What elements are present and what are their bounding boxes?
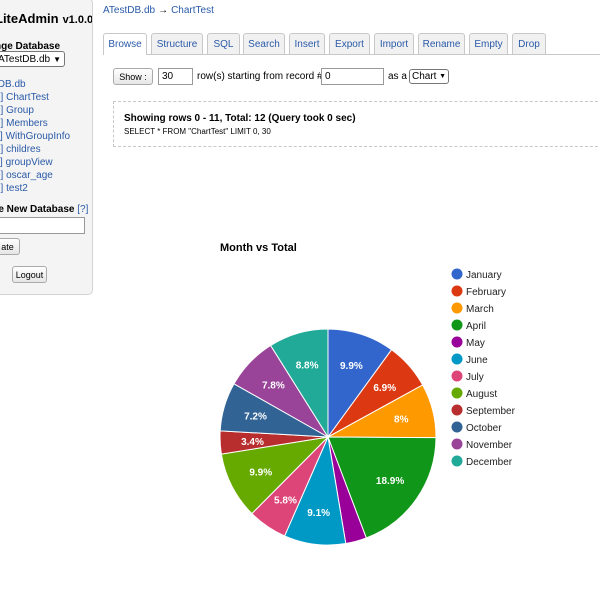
pie-label-june: 9.1% <box>307 508 330 519</box>
pie-chart: Month vs Total 9.9% 6.9% 8% 18.9% 9.1% 5.8% 9.… <box>219 242 516 546</box>
tab-sql[interactable]: SQL <box>207 33 240 54</box>
view-mode-value: Chart <box>412 71 437 82</box>
pie-label-november: 7.8% <box>262 381 285 392</box>
result-query: SELECT * FROM "ChartTest" LIMIT 0, 30 <box>124 127 271 136</box>
pie-label-december: 8.8% <box>296 360 319 371</box>
new-database-heading: te New Database [?] <box>0 204 89 215</box>
legend-marker-february <box>451 285 463 297</box>
legend-marker-june <box>451 353 463 365</box>
pie-label-july: 5.8% <box>274 495 297 506</box>
change-database-heading: nge Database <box>0 41 61 52</box>
result-summary: Showing rows 0 - 11, Total: 12 (Query to… <box>124 113 356 124</box>
legend-label-december: December <box>466 457 513 468</box>
pie-slice-december <box>269 328 329 439</box>
legend-marker-october <box>451 421 463 433</box>
rows-count-input[interactable]: 30 <box>158 68 193 85</box>
legend-label-june: June <box>466 355 488 366</box>
tab-empty[interactable]: Empty <box>469 33 508 54</box>
help-link[interactable]: [?] <box>77 204 89 215</box>
view-as-label: as a <box>388 71 407 82</box>
sidebar-item-withgroupinfo[interactable]: v] WithGroupInfo <box>0 131 71 142</box>
database-select[interactable]: ATestDB.db ▼ <box>0 51 65 67</box>
chevron-down-icon: ▼ <box>53 54 61 64</box>
legend-label-march: March <box>466 304 494 315</box>
pie-label-september: 3.4% <box>241 437 264 448</box>
chart-title: Month vs Total <box>220 242 297 254</box>
show-button[interactable]: Show : <box>113 68 153 85</box>
legend-marker-july <box>451 370 463 382</box>
tab-import[interactable]: Import <box>374 33 414 54</box>
legend-marker-september <box>451 404 463 416</box>
rows-label: row(s) starting from record # <box>197 71 323 82</box>
legend-label-august: August <box>466 389 497 400</box>
tab-drop[interactable]: Drop <box>512 33 546 54</box>
query-result-box: Showing rows 0 - 11, Total: 12 (Query to… <box>113 101 600 147</box>
legend-label-november: November <box>466 440 513 451</box>
new-database-input[interactable] <box>0 217 85 234</box>
create-button[interactable]: ate <box>0 238 20 255</box>
start-record-input[interactable]: 0 <box>321 68 384 85</box>
breadcrumb-db-link[interactable]: ATestDB.db <box>103 5 156 16</box>
legend-marker-may <box>451 336 463 348</box>
pie-label-march: 8% <box>394 414 409 425</box>
pie-label-october: 7.2% <box>244 412 267 423</box>
sidebar-item-charttest[interactable]: e] ChartTest <box>0 92 49 103</box>
legend-marker-january <box>451 268 463 280</box>
legend-marker-april <box>451 319 463 331</box>
sidebar-item-group[interactable]: e] Group <box>0 105 34 116</box>
legend-label-may: May <box>466 338 485 349</box>
tab-rename[interactable]: Rename <box>418 33 465 54</box>
pie-slice-april <box>327 436 437 539</box>
pie-label-january: 9.9% <box>340 361 363 372</box>
pie-label-august: 9.9% <box>249 467 272 478</box>
view-mode-select[interactable]: Chart ▼ <box>409 69 449 84</box>
pie-label-february: 6.9% <box>373 383 396 394</box>
legend-label-april: April <box>466 321 486 332</box>
sidebar-item-test2[interactable]: e] test2 <box>0 183 28 194</box>
chevron-down-icon: ▼ <box>439 73 446 80</box>
logout-button[interactable]: Logout <box>12 266 47 283</box>
sidebar-item-oscar-age[interactable]: e] oscar_age <box>0 170 53 181</box>
legend-label-october: October <box>466 423 502 434</box>
app-name: LiteAdmin <box>0 11 59 26</box>
sidebar-item-members[interactable]: e] Members <box>0 118 48 129</box>
sidebar-item-database[interactable]: tDB.db <box>0 79 26 90</box>
legend-marker-november <box>451 438 463 450</box>
app-version: v1.0.0 <box>62 14 93 26</box>
sidebar-item-childres[interactable]: e] childres <box>0 144 41 155</box>
legend-label-september: September <box>466 406 516 417</box>
tab-search[interactable]: Search <box>243 33 285 54</box>
legend-marker-august <box>451 387 463 399</box>
tab-insert[interactable]: Insert <box>289 33 325 54</box>
breadcrumb-table-link[interactable]: ChartTest <box>171 5 214 16</box>
legend-label-february: February <box>466 287 506 298</box>
legend-marker-march <box>451 302 463 314</box>
legend-marker-december <box>451 455 463 467</box>
pie-label-april: 18.9% <box>376 476 404 487</box>
legend-label-january: January <box>466 270 502 281</box>
tab-export[interactable]: Export <box>329 33 370 54</box>
sidebar: LiteAdmin v1.0.0 nge Database ATestDB.db … <box>0 0 93 295</box>
database-select-value: ATestDB.db <box>0 53 51 65</box>
tab-structure[interactable]: Structure <box>151 33 203 54</box>
legend-label-july: July <box>466 372 484 383</box>
sidebar-item-groupview[interactable]: v] groupView <box>0 157 53 168</box>
tab-bar: Browse Structure SQL Search Insert Expor… <box>103 33 600 55</box>
breadcrumb-arrow: → <box>158 5 169 16</box>
breadcrumb: ATestDB.db → ChartTest <box>103 5 214 16</box>
tab-browse[interactable]: Browse <box>103 33 147 55</box>
app-title: LiteAdmin v1.0.0 <box>0 11 93 26</box>
